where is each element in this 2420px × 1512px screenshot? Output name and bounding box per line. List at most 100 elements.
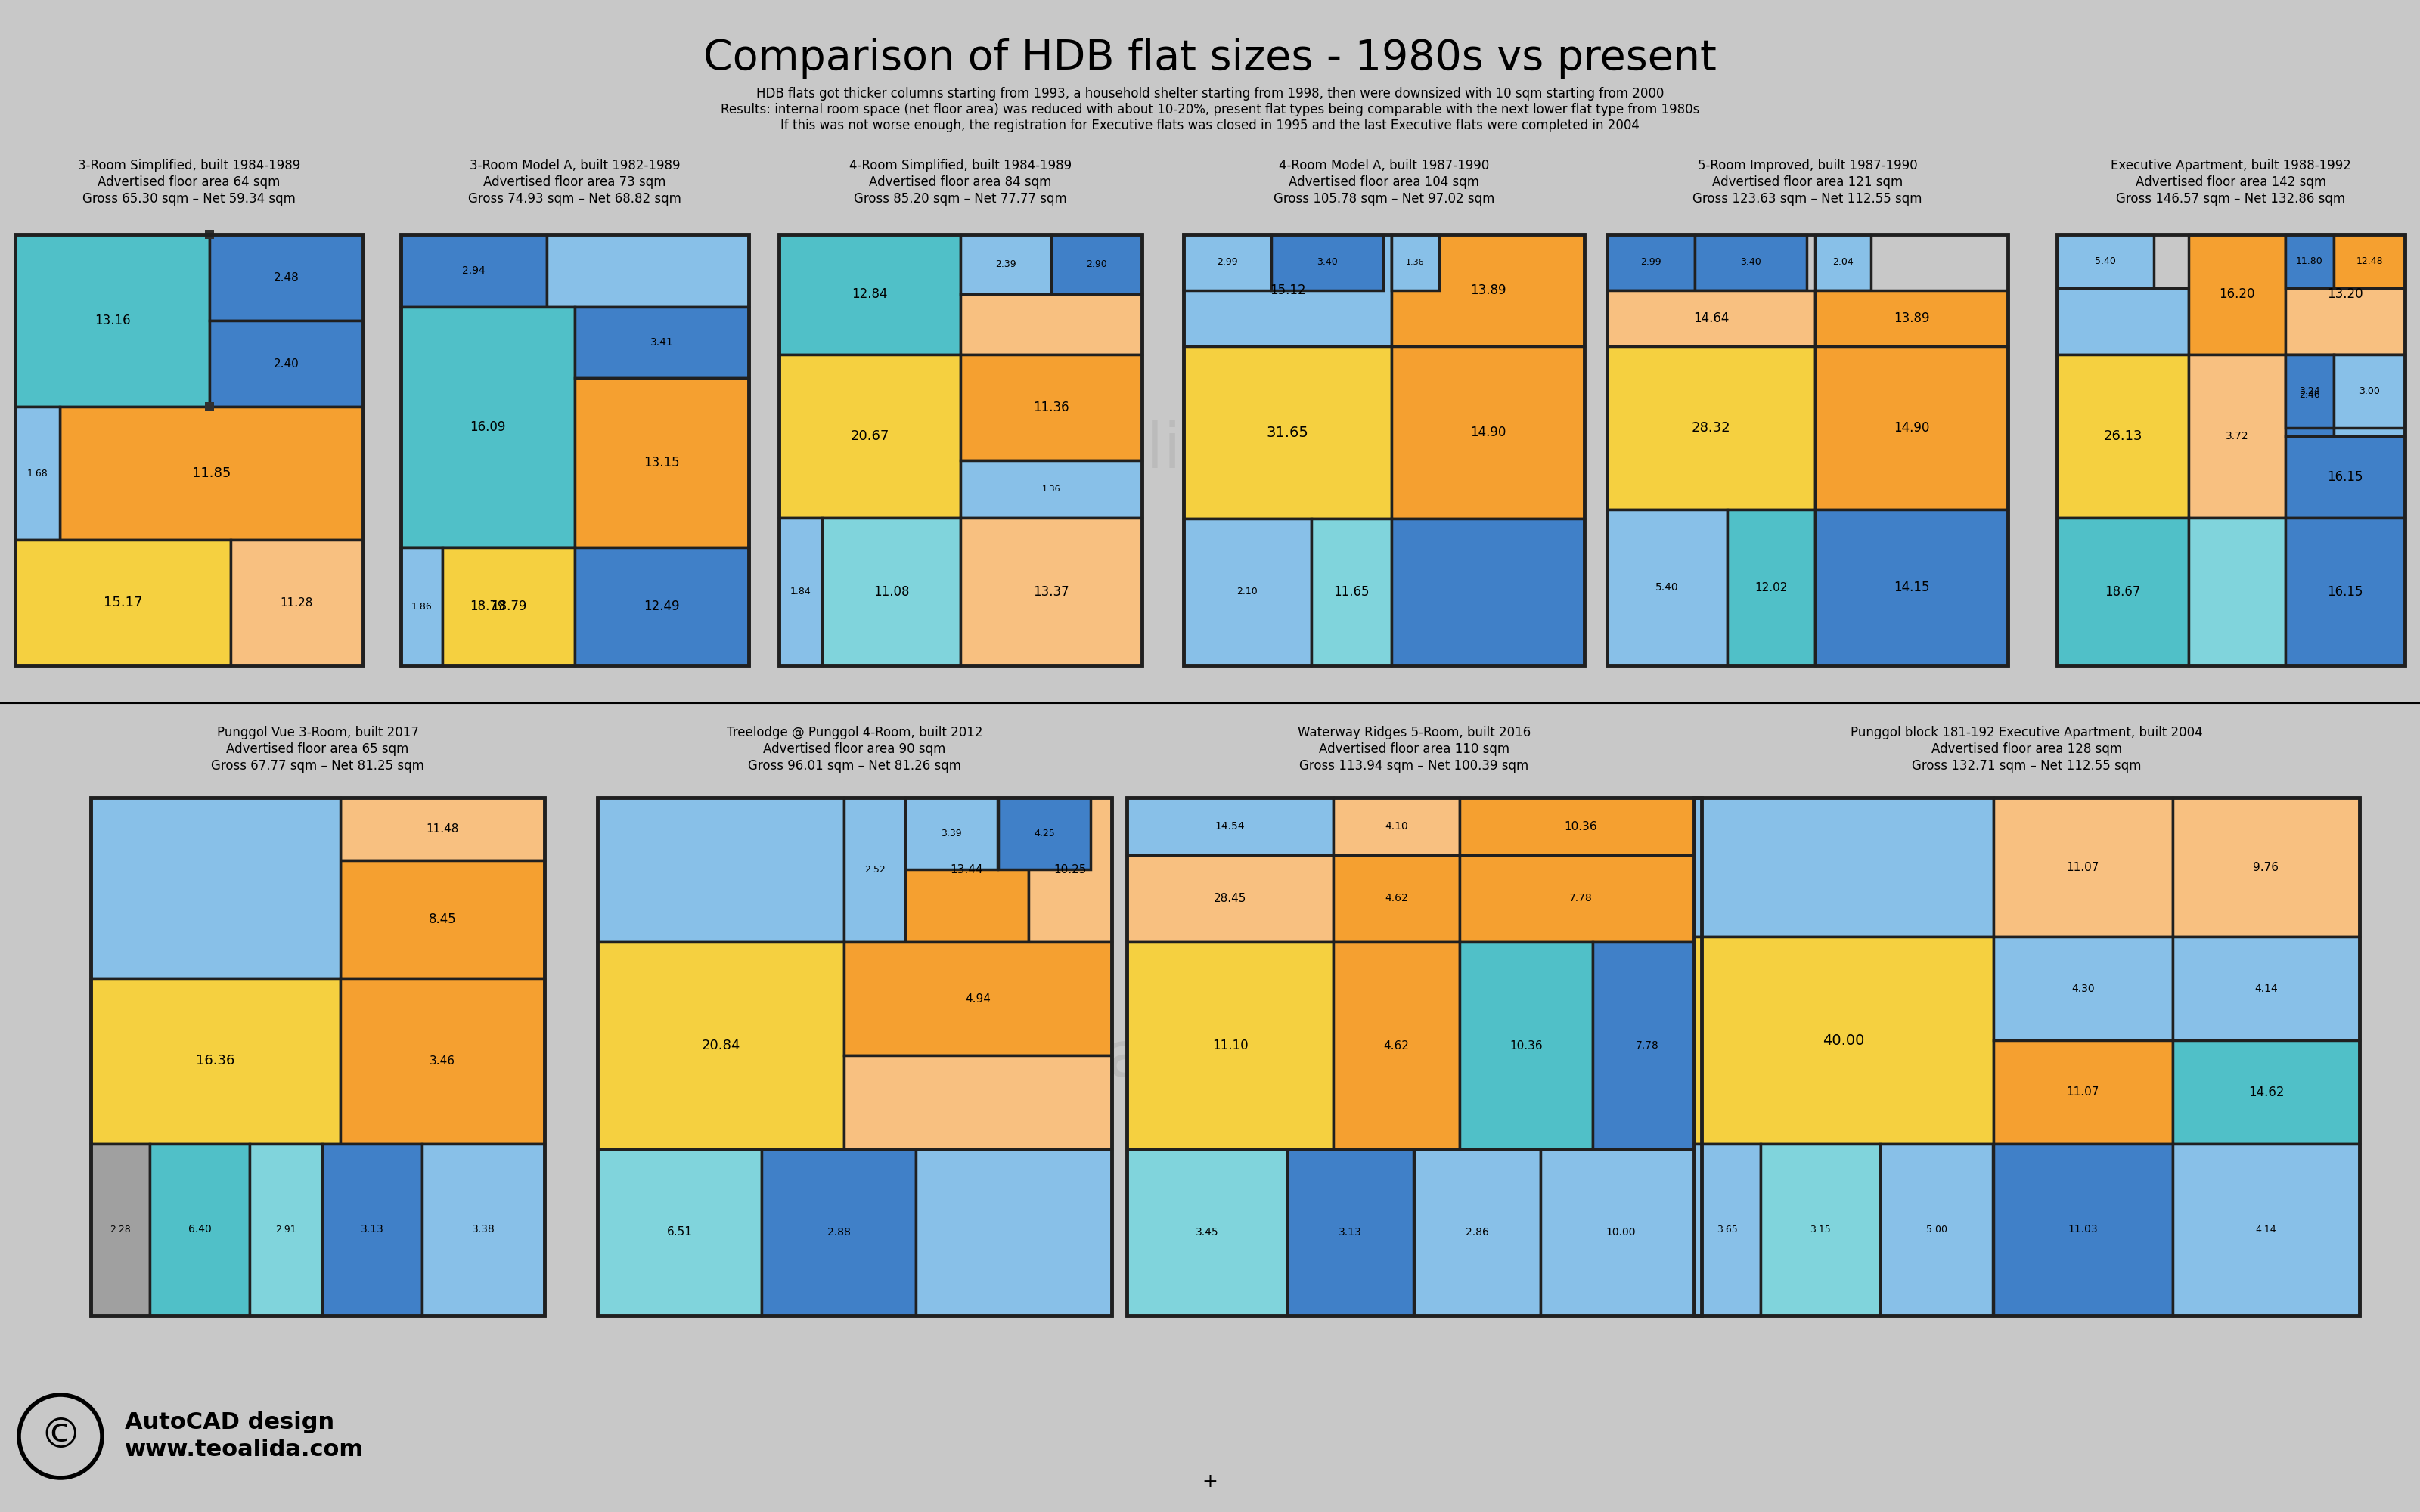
Text: 11.08: 11.08 (874, 585, 910, 599)
Bar (1459, 856, 1701, 942)
Text: 14.90: 14.90 (1469, 426, 1505, 438)
Bar (1607, 234, 2009, 665)
Text: Advertised floor area 110 sqm: Advertised floor area 110 sqm (1319, 742, 1510, 756)
Text: Gross 113.94 sqm – Net 100.39 sqm: Gross 113.94 sqm – Net 100.39 sqm (1300, 759, 1529, 773)
Text: Punggol Vue 3-Room, built 2017: Punggol Vue 3-Room, built 2017 (218, 726, 419, 739)
Bar (1128, 942, 1333, 1149)
Bar (1762, 1143, 1880, 1315)
Bar (1050, 234, 1142, 293)
Text: 14.54: 14.54 (1215, 821, 1244, 832)
Text: 20.84: 20.84 (702, 1039, 741, 1052)
Text: ©: © (39, 1415, 82, 1458)
Text: 3.15: 3.15 (1810, 1225, 1832, 1234)
Bar (1994, 1143, 2173, 1315)
Bar (2173, 1040, 2360, 1143)
Text: HDB flats got thicker columns starting from 1993, a household shelter starting f: HDB flats got thicker columns starting f… (755, 86, 1665, 100)
Bar (1880, 1143, 1992, 1315)
Bar (1728, 510, 1815, 665)
Text: Punggol block 181-192 Executive Apartment, built 2004: Punggol block 181-192 Executive Apartmen… (1851, 726, 2202, 739)
Text: 1.86: 1.86 (411, 602, 433, 611)
Text: 1.68: 1.68 (27, 469, 48, 478)
Text: Advertised floor area 104 sqm: Advertised floor area 104 sqm (1287, 175, 1479, 189)
Text: 2.90: 2.90 (1087, 260, 1106, 269)
Text: 6.40: 6.40 (189, 1225, 211, 1235)
Text: 15.12: 15.12 (1270, 284, 1304, 296)
Bar (341, 860, 544, 978)
Bar (1815, 346, 2009, 510)
Bar (230, 540, 363, 665)
Text: 3.40: 3.40 (1740, 257, 1762, 268)
Bar (961, 460, 1142, 517)
Text: 11.10: 11.10 (1212, 1039, 1249, 1052)
Text: 3.13: 3.13 (361, 1225, 385, 1235)
Bar (2188, 354, 2284, 517)
Bar (1183, 346, 1391, 519)
Text: Advertised floor area 128 sqm: Advertised floor area 128 sqm (1931, 742, 2122, 756)
Text: 5.40: 5.40 (2096, 256, 2115, 266)
Text: Advertised floor area 121 sqm: Advertised floor area 121 sqm (1711, 175, 1902, 189)
Bar (2284, 435, 2405, 517)
Bar (999, 798, 1091, 869)
Text: 2.46: 2.46 (2299, 390, 2321, 401)
Bar (402, 547, 443, 665)
Bar (206, 230, 213, 239)
Text: 16.09: 16.09 (469, 420, 506, 434)
Text: Advertised floor area 84 sqm: Advertised floor area 84 sqm (869, 175, 1053, 189)
Text: 11.85: 11.85 (191, 466, 230, 481)
Text: 5-Room Improved, built 1987-1990: 5-Room Improved, built 1987-1990 (1696, 159, 1917, 172)
Bar (2057, 517, 2188, 665)
Bar (1592, 942, 1701, 1149)
Bar (1994, 936, 2173, 1040)
Text: 9.76: 9.76 (2253, 862, 2280, 872)
Text: 2.28: 2.28 (109, 1225, 131, 1234)
Text: 3.24: 3.24 (2299, 386, 2321, 396)
Text: 3-Room Simplified, built 1984-1989: 3-Room Simplified, built 1984-1989 (77, 159, 300, 172)
Bar (1815, 290, 2009, 346)
Text: 28.45: 28.45 (1215, 892, 1246, 904)
Bar (2173, 798, 2360, 936)
Bar (576, 378, 748, 547)
Bar (2333, 354, 2405, 435)
Text: 3.41: 3.41 (651, 337, 673, 348)
Text: 13.37: 13.37 (1033, 585, 1070, 599)
Bar (15, 234, 211, 407)
Bar (1994, 1040, 2173, 1143)
Text: teoalida.com: teoalida.com (1004, 1028, 1416, 1089)
Text: 6.51: 6.51 (666, 1226, 692, 1238)
Text: 7.78: 7.78 (1636, 1040, 1658, 1051)
Text: 2.39: 2.39 (995, 260, 1016, 269)
Bar (421, 1143, 544, 1315)
Bar (2284, 234, 2405, 354)
Bar (1128, 798, 1333, 856)
Text: Comparison of HDB flat sizes - 1980s vs present: Comparison of HDB flat sizes - 1980s vs … (704, 38, 1716, 79)
Text: 12.49: 12.49 (644, 599, 680, 614)
Bar (402, 307, 576, 547)
Text: 20.67: 20.67 (849, 429, 888, 443)
Bar (1183, 519, 1312, 665)
Text: 12.02: 12.02 (1754, 582, 1788, 593)
Bar (211, 321, 363, 407)
Bar (1391, 519, 1585, 665)
Bar (905, 798, 1028, 942)
Text: teoalida.com: teoalida.com (1004, 419, 1416, 481)
Bar (92, 798, 341, 978)
Bar (2173, 1143, 2360, 1315)
Bar (1542, 1149, 1701, 1315)
Bar (1413, 1149, 1542, 1315)
Text: 4-Room Simplified, built 1984-1989: 4-Room Simplified, built 1984-1989 (849, 159, 1072, 172)
Text: 13.89: 13.89 (1892, 311, 1929, 325)
Text: 4-Room Model A, built 1987-1990: 4-Room Model A, built 1987-1990 (1278, 159, 1488, 172)
Text: 14.90: 14.90 (1892, 420, 1929, 435)
Bar (845, 942, 1111, 1055)
Text: 10.36: 10.36 (1510, 1040, 1542, 1051)
Text: 2.94: 2.94 (462, 266, 486, 275)
Bar (576, 307, 748, 378)
Bar (1994, 798, 2173, 936)
Text: 1.36: 1.36 (1406, 259, 1425, 266)
Bar (1607, 234, 1694, 290)
Text: Advertised floor area 73 sqm: Advertised floor area 73 sqm (484, 175, 666, 189)
Bar (2057, 287, 2188, 354)
Bar (1270, 234, 1384, 290)
Bar (1391, 234, 1585, 346)
Bar (1607, 346, 1815, 510)
